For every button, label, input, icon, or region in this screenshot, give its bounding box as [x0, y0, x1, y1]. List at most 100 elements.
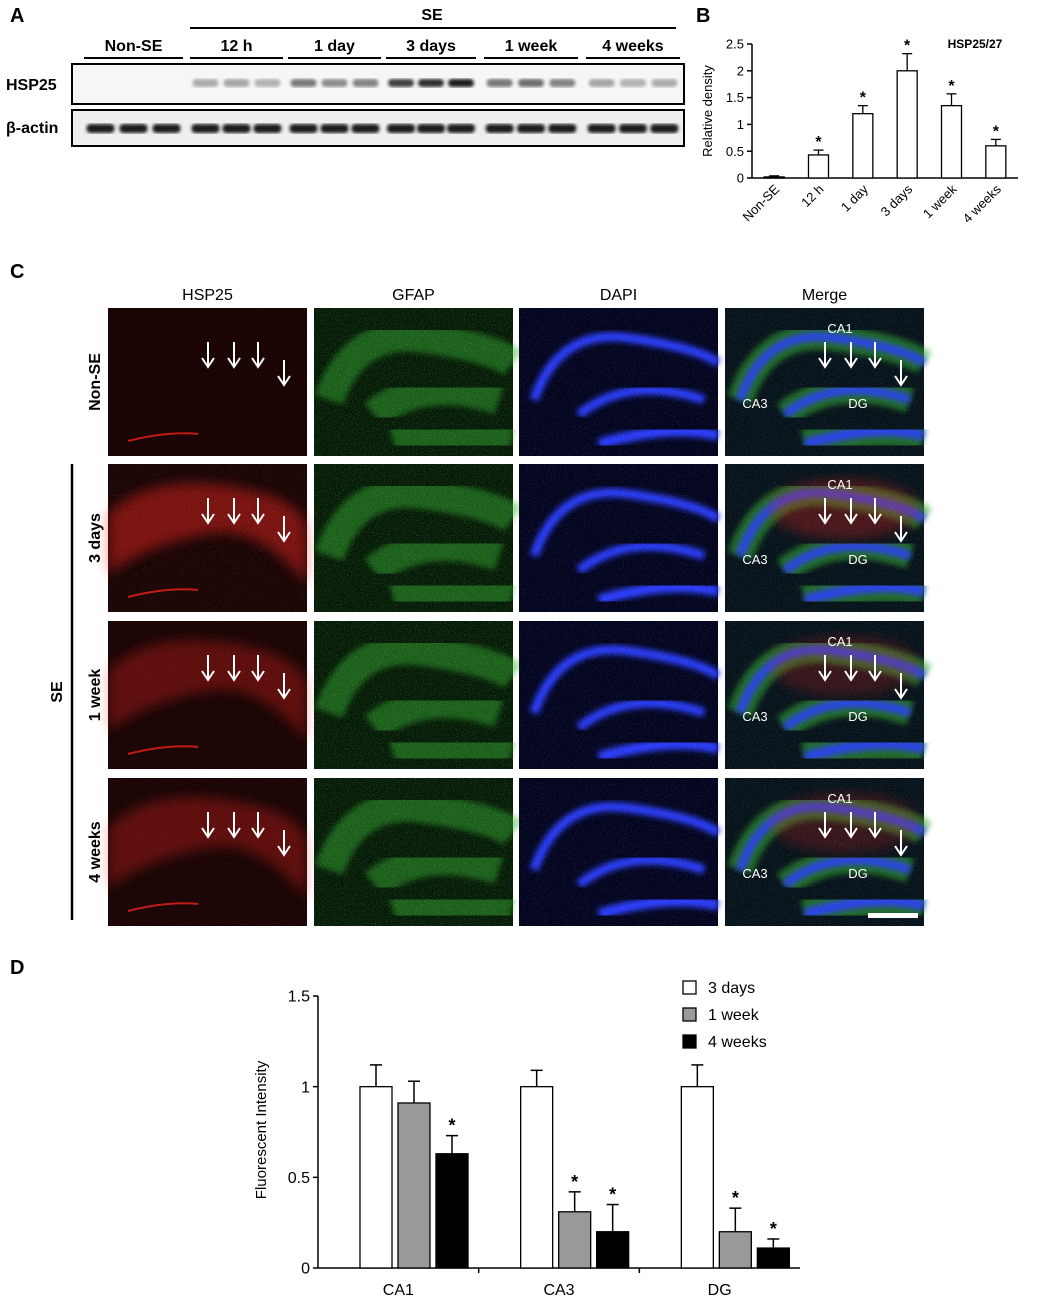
legend-label: 1 week — [708, 1007, 760, 1024]
chart-d-bar — [397, 1102, 431, 1269]
arrow-icon-head — [844, 827, 858, 839]
legend-label: 3 days — [708, 980, 755, 997]
blot-band-hsp25 — [620, 79, 646, 87]
panel-letter-d: D — [10, 957, 24, 979]
blot-band-hsp25 — [588, 79, 615, 87]
tile-texture — [519, 464, 718, 612]
arrow-icon-head — [251, 513, 265, 525]
micrograph-grid: HSP25 GFAP DAPI Merge Non-SE 3 days 1 week 4 w… — [49, 287, 933, 932]
chart-b-significance: * — [815, 134, 822, 151]
chart-b-significance: * — [860, 90, 867, 107]
tile-texture — [314, 464, 513, 612]
legend-swatch — [682, 1034, 697, 1049]
arrow-icon-head — [277, 688, 291, 700]
region-label-ca1: CA1 — [827, 634, 852, 649]
y-tick-label: 1.5 — [288, 989, 310, 1006]
region-label-ca1: CA1 — [827, 477, 852, 492]
chart-b-x-tick-label: Non-SE — [739, 181, 782, 224]
blot-band-actin — [650, 124, 679, 133]
chart-d-bar — [756, 1247, 790, 1269]
panel-letter-a: A — [10, 5, 24, 27]
blot-band-actin — [320, 124, 349, 133]
tile-texture — [314, 621, 513, 769]
chart-d-bar — [359, 1086, 393, 1269]
arrow-icon-head — [868, 357, 882, 369]
y-tick-label: 0 — [301, 1261, 310, 1278]
chart-b-ylabel: Relative density — [700, 65, 715, 157]
blot-band-actin — [289, 124, 318, 133]
blot-band-hsp25 — [352, 79, 379, 87]
blot-band-actin — [191, 124, 220, 133]
western-blot-panel: SE Non-SE 12 h 1 day 3 days 1 week 4 weeks HS… — [6, 7, 685, 147]
arrow-icon-head — [894, 375, 908, 387]
blot-band-actin — [587, 124, 616, 133]
chart-b-x-tick-label: 4 weeks — [960, 181, 1005, 226]
tile-texture — [314, 778, 513, 926]
micrograph-column-headers: HSP25 GFAP DAPI Merge — [182, 287, 847, 304]
blot-band-actin — [351, 124, 380, 133]
blot-band-actin — [222, 124, 251, 133]
arrow-icon-head — [201, 670, 215, 682]
blot-band-actin — [619, 124, 647, 133]
chart-b-significance: * — [904, 38, 911, 55]
micrograph-tile — [108, 464, 308, 612]
micrograph-column-label: HSP25 — [182, 287, 233, 304]
chart-d-significance: * — [770, 1219, 777, 1239]
tile-texture — [725, 464, 924, 612]
arrow-icon-head — [277, 531, 291, 543]
micrograph-tile — [519, 621, 721, 769]
tile-texture — [725, 308, 924, 456]
micrograph-tile — [314, 621, 523, 775]
region-label-dg: DG — [848, 396, 868, 411]
arrow-icon-head — [894, 845, 908, 857]
chart-d-bar — [558, 1211, 592, 1269]
arrow-icon-head — [818, 357, 832, 369]
chart-d-x-tick-label: DG — [708, 1282, 732, 1299]
tile-texture — [519, 621, 718, 769]
blot-band-actin — [517, 124, 545, 133]
chart-d-x-tick-label: CA3 — [543, 1282, 574, 1299]
y-tick-label: 0.5 — [288, 1170, 310, 1187]
blot-band-hsp25 — [388, 79, 414, 87]
blot-band-actin — [548, 124, 577, 133]
blot-group-label: 3 days — [406, 38, 456, 55]
blot-band-actin — [417, 124, 445, 133]
blot-se-label: SE — [421, 7, 443, 24]
region-label-dg: DG — [848, 552, 868, 567]
chart-b-bar — [807, 154, 830, 179]
blot-group-label: 1 week — [505, 38, 558, 55]
chart-b-bar — [852, 113, 874, 179]
tile-texture — [725, 621, 924, 769]
chart-d-bar — [596, 1231, 630, 1269]
tile-texture — [108, 308, 307, 456]
chart-d-x-tick-label: CA1 — [383, 1282, 414, 1299]
chart-d-significance: * — [448, 1116, 455, 1136]
blot-band-hsp25 — [448, 79, 474, 87]
micrograph-tile — [108, 778, 308, 926]
tile-texture — [519, 308, 718, 456]
arrow-icon-head — [844, 670, 858, 682]
micrograph-tile — [108, 308, 307, 456]
blot-group-label: 4 weeks — [602, 38, 663, 55]
se-bracket-label: SE — [49, 681, 66, 703]
y-tick-label: 1.5 — [726, 90, 744, 105]
chart-d-bar — [520, 1086, 554, 1269]
tile-texture — [108, 621, 307, 769]
arrow-icon-head — [227, 357, 241, 369]
arrow-icon-head — [201, 513, 215, 525]
arrow-icon-head — [251, 357, 265, 369]
chart-b: 0 0.5 1 1.5 2 2.5 HSP25/27 Relative density Non-… — [700, 37, 1018, 226]
chart-b-x-tick-label: 1 week — [920, 181, 960, 221]
tile-texture — [108, 464, 307, 612]
blot-band-hsp25 — [418, 79, 444, 87]
chart-d-significance: * — [609, 1185, 616, 1205]
chart-b-x-tick-label: 12 h — [798, 182, 827, 211]
micrograph-tile — [519, 778, 721, 926]
region-label-ca3: CA3 — [742, 866, 767, 881]
blot-band-actin — [119, 124, 148, 133]
legend-swatch — [682, 1007, 697, 1022]
blot-band-hsp25 — [321, 79, 348, 87]
y-tick-label: 0.5 — [726, 144, 744, 159]
chart-b-bar — [896, 70, 918, 179]
